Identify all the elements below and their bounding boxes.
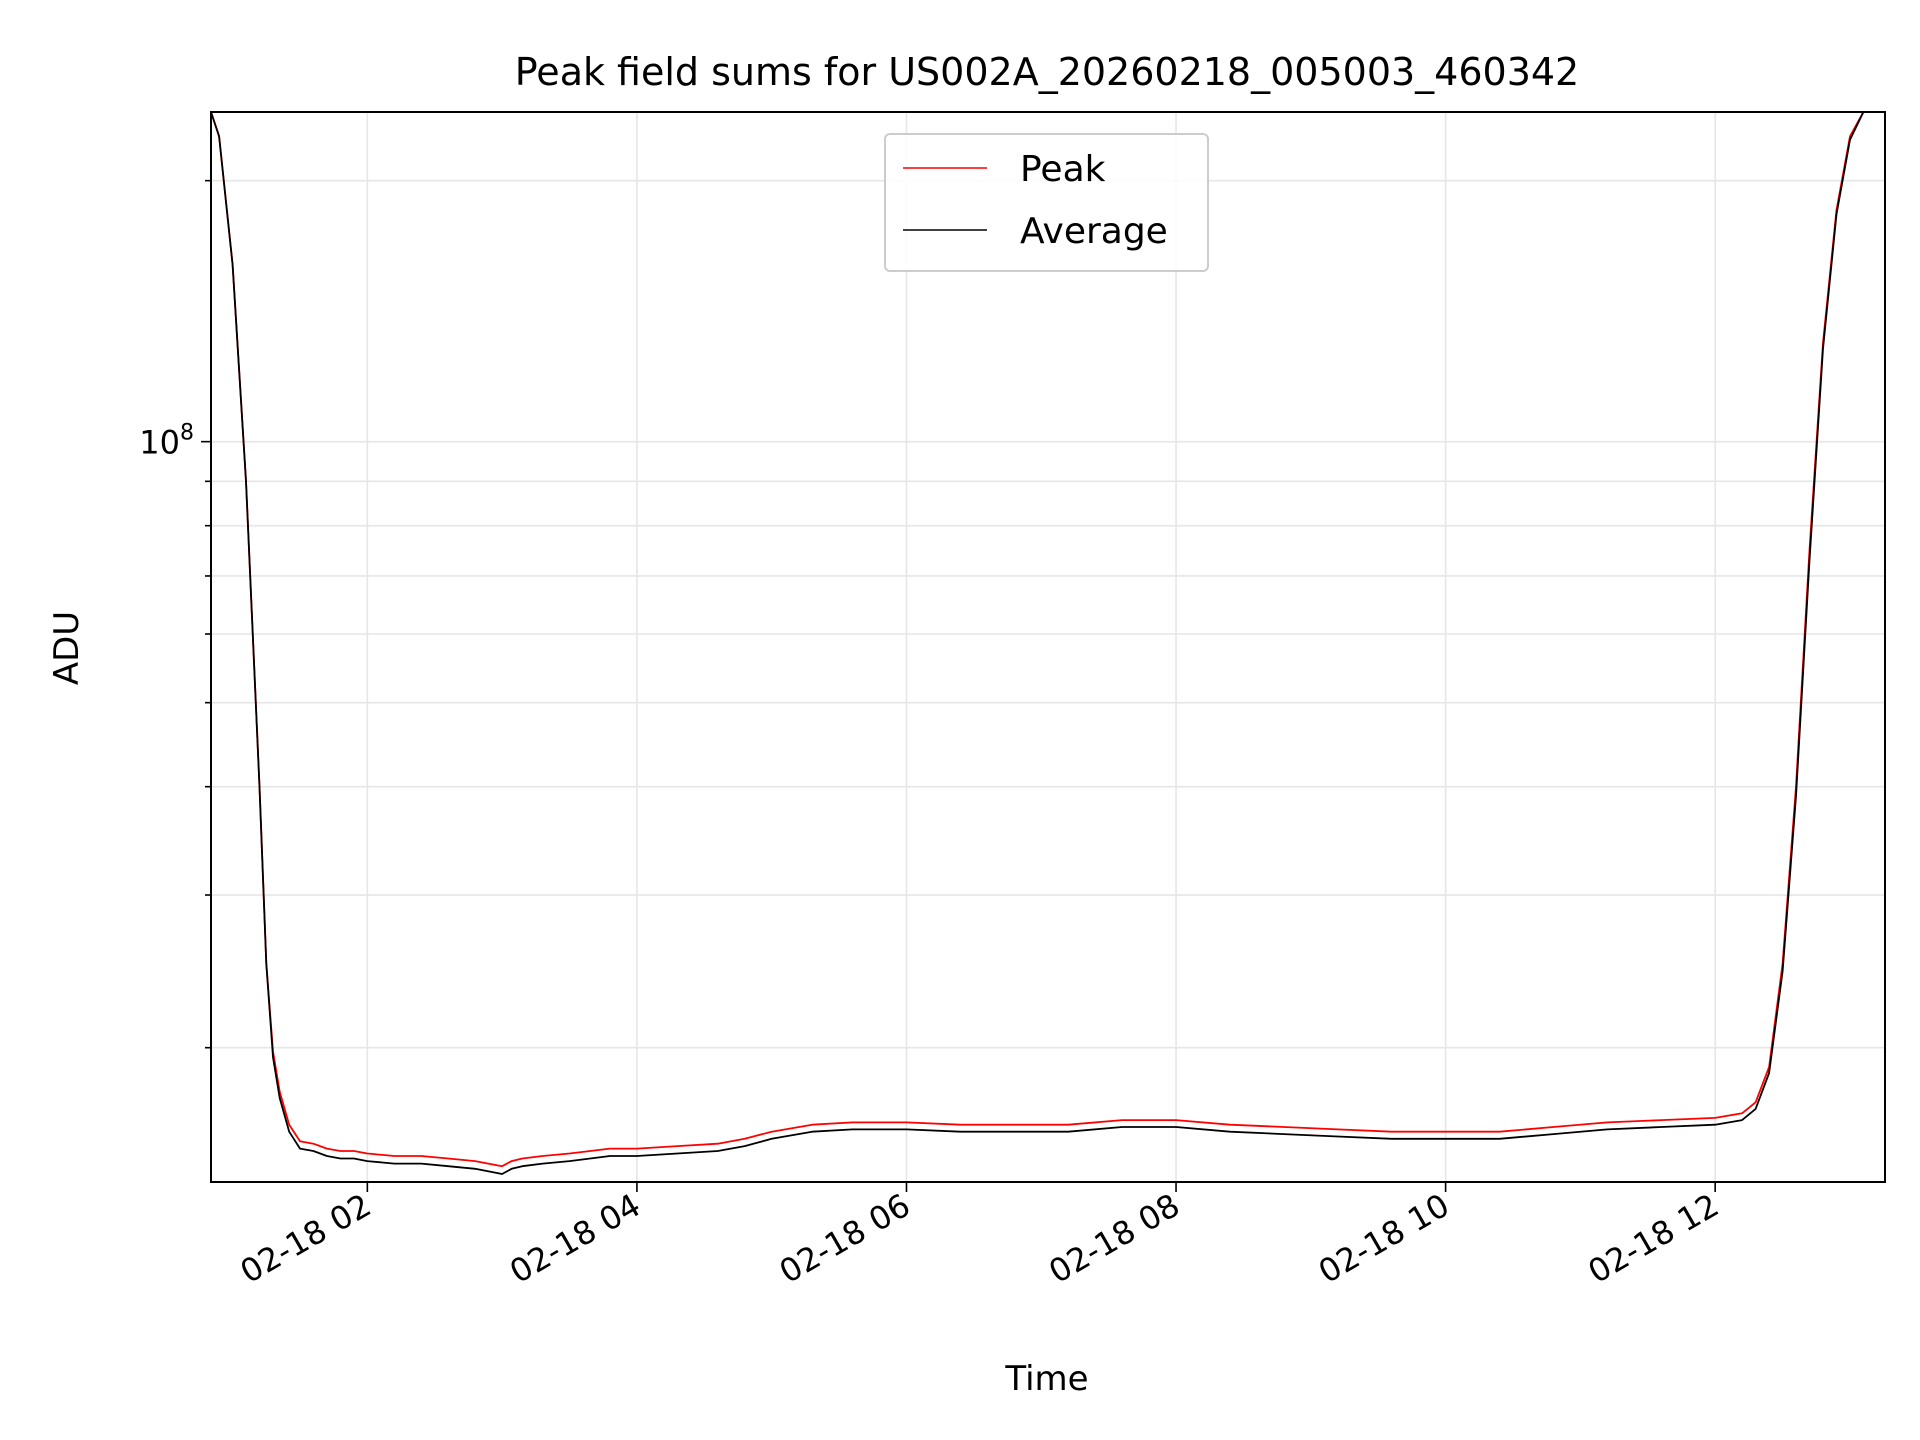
legend: Peak Average — [884, 133, 1209, 272]
series-line-peak — [211, 112, 1885, 1168]
chart-title: Peak field sums for US002A_20260218_0050… — [515, 50, 1579, 94]
series-group — [211, 112, 1885, 1175]
legend-peak-label: Peak — [1020, 149, 1106, 190]
series-line-average — [211, 112, 1885, 1175]
y-tick-labels: 108 — [139, 421, 194, 462]
legend-average-label: Average — [1020, 211, 1168, 252]
axis-ticks — [201, 179, 1716, 1192]
y-tick-label: 108 — [139, 421, 194, 462]
x-axis-label: Time — [1004, 1359, 1088, 1399]
y-axis-label: ADU — [47, 611, 87, 685]
plot-frame — [210, 111, 1886, 1183]
series-layer — [211, 112, 1885, 1175]
grid — [211, 112, 1885, 1182]
